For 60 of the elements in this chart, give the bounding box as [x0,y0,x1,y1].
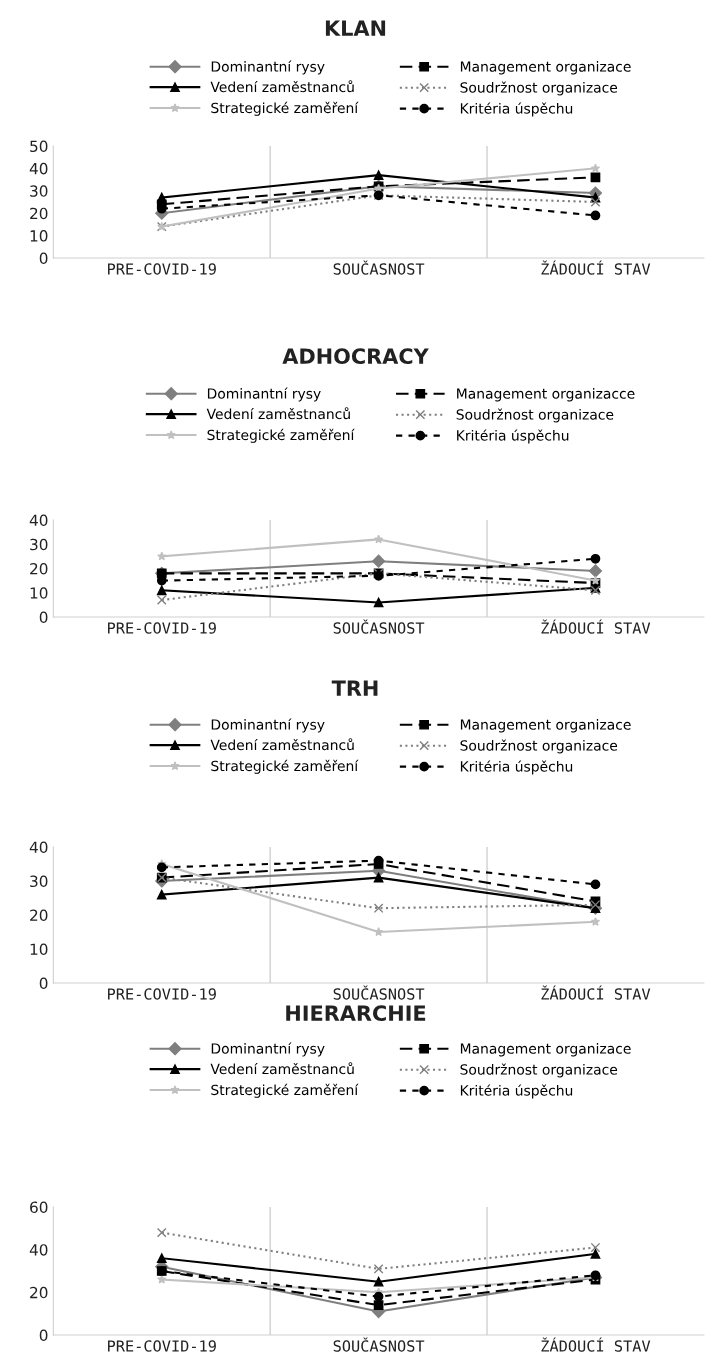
x-tick-label: PRE-COVID-19 [108,263,216,275]
legend-label: Strategické zaměření [211,101,359,116]
chart-title: HIERARCHIE [286,1005,426,1022]
legend-label: Dominantní rysy [211,60,325,75]
y-tick-label: 0 [39,252,48,265]
y-tick-label: 10 [30,230,48,242]
y-tick-label: 20 [30,909,48,922]
legend-label: Soudržnost organizace [460,739,618,754]
y-tick-label: 0 [39,611,48,624]
x-tick-label: ŽÁDOUCÍ STAV [541,1337,651,1352]
y-tick-label: 50 [30,140,48,153]
chart-title: KLAN [325,20,386,36]
y-tick-label: 20 [30,207,48,220]
x-tick-label: SOUČASNOST [333,619,425,634]
x-tick-label: PRE-COVID-19 [108,1340,216,1352]
y-tick-label: 10 [30,587,48,599]
y-tick-label: 40 [29,162,48,175]
x-tick-label: ŽÁDOUCÍ STAV [541,619,651,634]
y-tick-label: 40 [29,514,48,527]
y-tick-label: 10 [30,943,48,956]
legend-label: Kritéria úspěchu [460,760,573,775]
legend-label: Management organizacce [457,388,635,402]
y-tick-label: 40 [29,1244,48,1256]
y-tick-label: 20 [30,562,48,575]
x-tick-label: SOUČASNOST [333,260,425,275]
chart-title: ADHOCRACY [282,348,429,365]
y-tick-label: 30 [30,538,48,551]
legend-label: Kritéria úspěchu [460,102,573,117]
y-tick-label: 40 [29,841,48,854]
legend-label: Soudržnost organizace [460,81,618,96]
legend-label: Kritéria úspěchu [457,429,569,444]
chart-title: TRH [331,680,378,696]
y-tick-label: 60 [30,1201,48,1214]
legend-label: Dominantní rysy [211,1042,325,1057]
x-tick-label: ŽÁDOUCÍ STAV [541,985,651,1000]
legend-label: Soudržnost organizace [456,408,614,423]
y-tick-label: 30 [30,875,48,888]
y-tick-label: 0 [39,977,48,990]
y-tick-label: 20 [30,1286,48,1299]
x-tick-label: SOUČASNOST [333,985,425,1000]
legend-label: Kritéria úspěchu [460,1084,573,1099]
legend-label: Vedení zaměstnanců [210,738,354,751]
legend-label: Management organizace [460,719,631,733]
legend-label: Management organizace [460,1043,631,1057]
y-tick-label: 0 [39,1329,48,1342]
x-tick-label: PRE-COVID-19 [108,622,216,634]
legend-label: Vedení zaměstnanců [210,1062,354,1075]
x-tick-label: SOUČASNOST [333,1337,425,1352]
legend-label: Strategické zaměření [207,428,355,443]
legend-label: Management organizace [460,61,631,75]
legend-label: Vedení zaměstnanců [206,407,350,420]
legend-label: Strategické zaměření [211,759,359,774]
legend-label: Strategické zaměření [211,1083,359,1098]
legend-label: Soudržnost organizace [460,1063,618,1078]
x-tick-label: PRE-COVID-19 [108,988,216,1000]
legend-label: Dominantní rysy [207,387,321,402]
legend-label: Dominantní rysy [211,718,325,733]
y-tick-label: 30 [30,185,48,197]
legend-label: Vedení zaměstnanců [210,80,354,93]
x-tick-label: ŽÁDOUCÍ STAV [541,260,651,275]
